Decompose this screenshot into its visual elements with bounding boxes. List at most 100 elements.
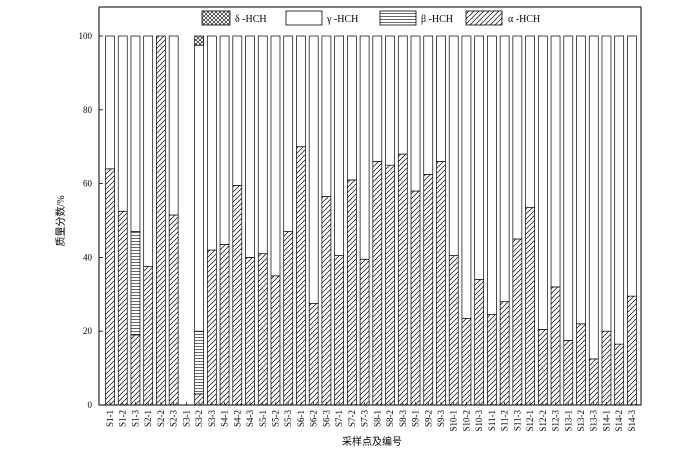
legend-swatch-gamma: [285, 10, 323, 26]
x-tick-label-S5-2: S5-2: [270, 410, 280, 427]
bar-group-S14-2: [614, 35, 625, 406]
x-tick-label-S6-2: S6-2: [309, 410, 319, 427]
legend-label-alpha: α -HCH: [508, 14, 540, 25]
bar-S4-1-series-0: [219, 244, 230, 406]
bar-S5-3-series-0: [283, 231, 294, 406]
x-tick-label-S5-3: S5-3: [283, 410, 293, 428]
bar-group-S11-3: [512, 35, 523, 406]
x-tick-label-S2-2: S2-2: [156, 410, 166, 427]
x-tick-label-S12-1: S12-1: [525, 410, 535, 432]
bar-S9-1-series-0: [410, 190, 421, 406]
x-tick-label-S14-1: S14-1: [601, 410, 611, 432]
bar-group-S6-1: [296, 35, 306, 406]
bar-group-S6-3: [321, 35, 332, 406]
bar-S6-3-series-2: [321, 35, 332, 197]
bar-group-S13-3: [588, 35, 599, 406]
x-tick-label-S3-2: S3-2: [194, 410, 204, 427]
bar-S7-3-series-2: [359, 35, 370, 260]
bar-S13-3-series-0: [588, 358, 599, 406]
bar-group-S12-3: [550, 35, 561, 406]
x-tick-label-S3-3: S3-3: [207, 410, 217, 428]
legend-swatch-alpha: [465, 10, 503, 26]
bar-group-S10-1: [448, 35, 459, 406]
bar-S10-3-series-2: [474, 35, 485, 280]
bar-S8-1-series-0: [372, 161, 383, 406]
bar-group-S13-1: [563, 35, 574, 406]
x-tick-label-S5-1: S5-1: [258, 410, 268, 427]
bar-S2-2-series-0: [156, 35, 166, 406]
bar-group-S14-1: [601, 35, 612, 406]
x-tick-label-S10-1: S10-1: [449, 410, 459, 432]
y-tick-label-40: 40: [83, 252, 93, 262]
bar-S11-2-series-0: [499, 301, 510, 406]
y-tick-label-0: 0: [88, 400, 93, 410]
bar-S1-3-series-2: [130, 35, 141, 232]
bar-S2-3-series-2: [168, 35, 179, 216]
x-tick-label-S3-1: S3-1: [181, 410, 191, 427]
bar-S2-3-series-0: [168, 214, 179, 406]
bar-group-S6-2: [308, 35, 319, 406]
bar-group-S11-1: [487, 35, 497, 406]
bar-group-S8-3: [397, 35, 408, 406]
x-tick-label-S13-2: S13-2: [576, 410, 586, 432]
bar-S5-3-series-2: [283, 35, 294, 232]
x-tick-label-S8-3: S8-3: [398, 410, 408, 428]
bar-S9-3-series-0: [436, 161, 446, 406]
bar-S7-3-series-0: [359, 258, 370, 406]
bar-group-S5-3: [283, 35, 294, 406]
x-tick-label-S2-3: S2-3: [169, 410, 179, 428]
legend-swatch-delta: [201, 10, 231, 26]
bar-group-S12-2: [537, 35, 548, 406]
bar-group-S3-2: [194, 35, 204, 406]
x-tick-label-S10-3: S10-3: [474, 410, 484, 432]
bar-group-S1-3: [130, 35, 141, 406]
y-tick-label-20: 20: [83, 326, 93, 336]
bar-group-S1-2: [117, 35, 128, 406]
x-tick-label-S2-1: S2-1: [143, 410, 153, 427]
bar-S12-3-series-2: [550, 35, 561, 288]
bar-S7-1-series-2: [334, 35, 344, 256]
bar-S4-3-series-0: [245, 257, 255, 406]
bar-S1-3-series-1: [130, 231, 141, 336]
bar-S4-1-series-2: [219, 35, 230, 245]
bar-S5-2-series-2: [270, 35, 281, 277]
x-tick-label-S1-2: S1-2: [118, 410, 128, 427]
bar-group-S4-1: [219, 35, 230, 406]
x-tick-label-S11-2: S11-2: [500, 410, 510, 431]
bar-S7-1-series-0: [334, 255, 344, 406]
bar-group-S7-1: [334, 35, 344, 406]
bar-S12-2-series-2: [537, 35, 548, 330]
x-tick-label-S13-3: S13-3: [589, 410, 599, 432]
bar-S10-2-series-0: [461, 317, 472, 406]
bar-S14-3-series-0: [627, 295, 637, 406]
bar-S5-2-series-0: [270, 275, 281, 406]
bar-group-S9-2: [423, 35, 434, 406]
x-tick-label-S6-3: S6-3: [321, 410, 331, 428]
bar-S14-1-series-0: [601, 330, 612, 406]
x-tick-label-S11-3: S11-3: [512, 410, 522, 432]
bar-S4-3-series-2: [245, 35, 255, 258]
x-tick-label-S8-2: S8-2: [385, 410, 395, 427]
bar-group-S2-2: [156, 35, 166, 406]
bar-S13-1-series-2: [563, 35, 574, 341]
plot-frame: [98, 6, 642, 406]
bar-group-S10-2: [461, 35, 472, 406]
bar-S6-1-series-0: [296, 146, 306, 406]
bar-S14-2-series-0: [614, 343, 625, 406]
bar-S6-2-series-0: [308, 303, 319, 406]
bar-S1-3-series-0: [130, 334, 141, 406]
x-axis: S1-1 S1-2 S1-3 S2-1 S2-2 S2-3 S3-1 S3-2 S3-3 S4-1…: [105, 402, 637, 432]
y-axis: 0 20 40 60 80 100: [79, 31, 103, 410]
bar-S13-1-series-0: [563, 340, 574, 406]
bar-group-S4-3: [245, 35, 255, 406]
bar-group-S7-2: [347, 35, 357, 406]
bar-group-S4-2: [232, 35, 243, 406]
x-tick-label-S1-3: S1-3: [130, 410, 140, 428]
bar-group-S7-3: [359, 35, 370, 406]
bar-S7-2-series-0: [347, 179, 357, 406]
bar-group-S8-1: [372, 35, 383, 406]
x-tick-label-S10-2: S10-2: [461, 410, 471, 432]
bar-S11-3-series-0: [512, 238, 523, 406]
bar-S3-3-series-2: [206, 35, 217, 251]
